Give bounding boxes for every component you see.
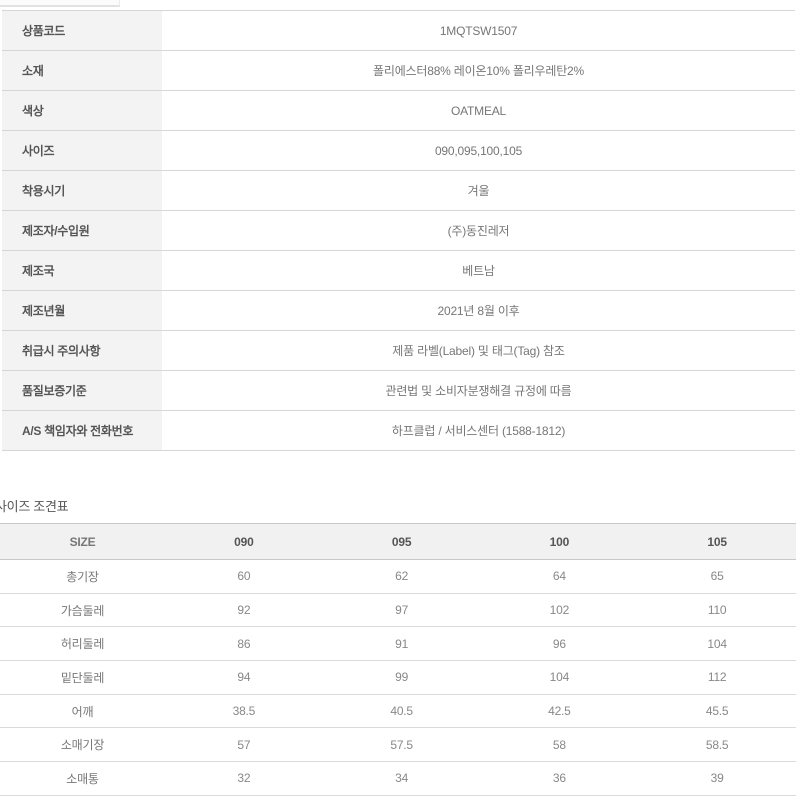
spec-row-value: 관련법 및 소비자분쟁해결 규정에 따름 — [385, 384, 572, 398]
table-row: 허리둘레 86 91 96 104 — [0, 627, 796, 662]
table-row: 사이즈 090,095,100,105 — [2, 131, 795, 171]
size-value-cell: 65 — [710, 569, 724, 584]
spec-row-label: 색상 — [2, 91, 162, 130]
table-row: 착용시기 겨울 — [2, 171, 795, 211]
size-value-cell: 94 — [237, 670, 251, 685]
spec-row-label: A/S 책임자와 전화번호 — [2, 411, 162, 450]
size-row-label: 가슴둘레 — [60, 603, 105, 618]
spec-row-value: 090,095,100,105 — [434, 143, 523, 158]
table-row: 상품코드 1MQTSW1507 — [2, 11, 795, 51]
size-value-cell: 64 — [552, 569, 566, 584]
size-value-cell: 58.5 — [705, 737, 729, 752]
table-row: 소매통 32 34 36 39 — [0, 762, 796, 796]
size-value-cell: 57.5 — [390, 737, 413, 752]
size-row-label: 밑단둘레 — [60, 670, 105, 685]
spec-row-label: 상품코드 — [2, 11, 162, 50]
spec-row-label: 품질보증기준 — [2, 371, 162, 410]
spec-row-label: 제조국 — [2, 251, 162, 290]
size-chart-table: SIZE 090 095 100 105 총기장 60 62 64 65 가슴둘… — [0, 523, 796, 796]
size-row-label: 소매통 — [66, 771, 99, 786]
product-spec-table: 상품코드 1MQTSW1507 소재 폴리에스터88% 레이온10% 폴리우레탄… — [2, 10, 795, 451]
size-value-cell: 34 — [395, 771, 409, 786]
table-row: 총기장 60 62 64 65 — [0, 560, 796, 594]
size-chart-title: 사이즈 조견표 — [0, 499, 69, 514]
table-row: 제조년월 2021년 8월 이후 — [2, 291, 795, 331]
size-header-cell: 105 — [707, 534, 727, 549]
size-value-cell: 40.5 — [390, 704, 413, 719]
size-value-cell: 110 — [707, 603, 727, 618]
table-row: A/S 책임자와 전화번호 하프클럽 / 서비스센터 (1588-1812) — [2, 411, 795, 451]
size-value-cell: 104 — [549, 670, 570, 685]
size-value-cell: 96 — [552, 636, 566, 651]
size-value-cell: 102 — [549, 603, 570, 618]
size-header-cell: SIZE — [69, 534, 96, 549]
size-value-cell: 62 — [395, 569, 409, 584]
spec-row-value: 베트남 — [462, 264, 495, 278]
size-header-cell: 100 — [549, 534, 570, 549]
size-row-label: 소매기장 — [60, 738, 105, 753]
size-value-cell: 39 — [710, 771, 724, 786]
spec-row-label: 제조자/수입원 — [2, 211, 162, 250]
table-row: 취급시 주의사항 제품 라벨(Label) 및 태그(Tag) 참조 — [2, 331, 795, 371]
size-value-cell: 32 — [237, 771, 251, 786]
table-row: 밑단둘레 94 99 104 112 — [0, 661, 796, 695]
spec-row-value: (주)동진레저 — [447, 224, 510, 238]
spec-row-value: 제품 라벨(Label) 및 태그(Tag) 참조 — [392, 344, 565, 358]
size-value-cell: 36 — [552, 771, 566, 786]
size-row-label: 어깨 — [71, 704, 94, 719]
spec-row-value: 1MQTSW1507 — [439, 23, 518, 38]
spec-row-label: 소재 — [2, 51, 162, 90]
table-row: 소매기장 57 57.5 58 58.5 — [0, 728, 796, 763]
spec-row-label: 취급시 주의사항 — [2, 331, 162, 370]
size-value-cell: 97 — [395, 603, 409, 618]
table-row: 제조국 베트남 — [2, 251, 795, 291]
size-value-cell: 91 — [395, 636, 409, 651]
table-row: 소재 폴리에스터88% 레이온10% 폴리우레탄2% — [2, 51, 795, 91]
spec-row-label: 사이즈 — [2, 131, 162, 170]
size-value-cell: 104 — [707, 636, 727, 651]
size-value-cell: 92 — [237, 603, 251, 618]
size-value-cell: 42.5 — [548, 704, 571, 719]
spec-row-label: 착용시기 — [2, 171, 162, 210]
table-row: 어깨 38.5 40.5 42.5 45.5 — [0, 695, 796, 729]
size-value-cell: 112 — [707, 670, 727, 685]
size-row-label: 허리둘레 — [60, 637, 105, 652]
size-header-cell: 095 — [391, 534, 412, 549]
size-value-cell: 58 — [552, 737, 566, 752]
size-value-cell: 99 — [395, 670, 409, 685]
table-row: 품질보증기준 관련법 및 소비자분쟁해결 규정에 따름 — [2, 371, 795, 411]
spec-row-value: OATMEAL — [450, 103, 507, 118]
spec-row-value: 폴리에스터88% 레이온10% 폴리우레탄2% — [373, 64, 584, 78]
spec-row-value: 2021년 8월 이후 — [437, 304, 520, 318]
size-value-cell: 57 — [237, 737, 251, 752]
size-table-header-row: SIZE 090 095 100 105 — [0, 523, 796, 560]
size-header-cell: 090 — [234, 534, 254, 549]
table-row: 가슴둘레 92 97 102 110 — [0, 594, 796, 628]
cutoff-element-sliver — [0, 0, 120, 7]
spec-row-value: 하프클럽 / 서비스센터 (1588-1812) — [391, 424, 566, 438]
spec-row-value: 겨울 — [467, 184, 490, 198]
size-value-cell: 86 — [237, 636, 251, 651]
table-row: 색상 OATMEAL — [2, 91, 795, 131]
table-row: 제조자/수입원 (주)동진레저 — [2, 211, 795, 251]
spec-row-label: 제조년월 — [2, 291, 162, 330]
size-row-label: 총기장 — [66, 569, 99, 584]
size-value-cell: 60 — [237, 569, 251, 584]
size-value-cell: 38.5 — [232, 704, 256, 719]
size-value-cell: 45.5 — [705, 704, 729, 719]
